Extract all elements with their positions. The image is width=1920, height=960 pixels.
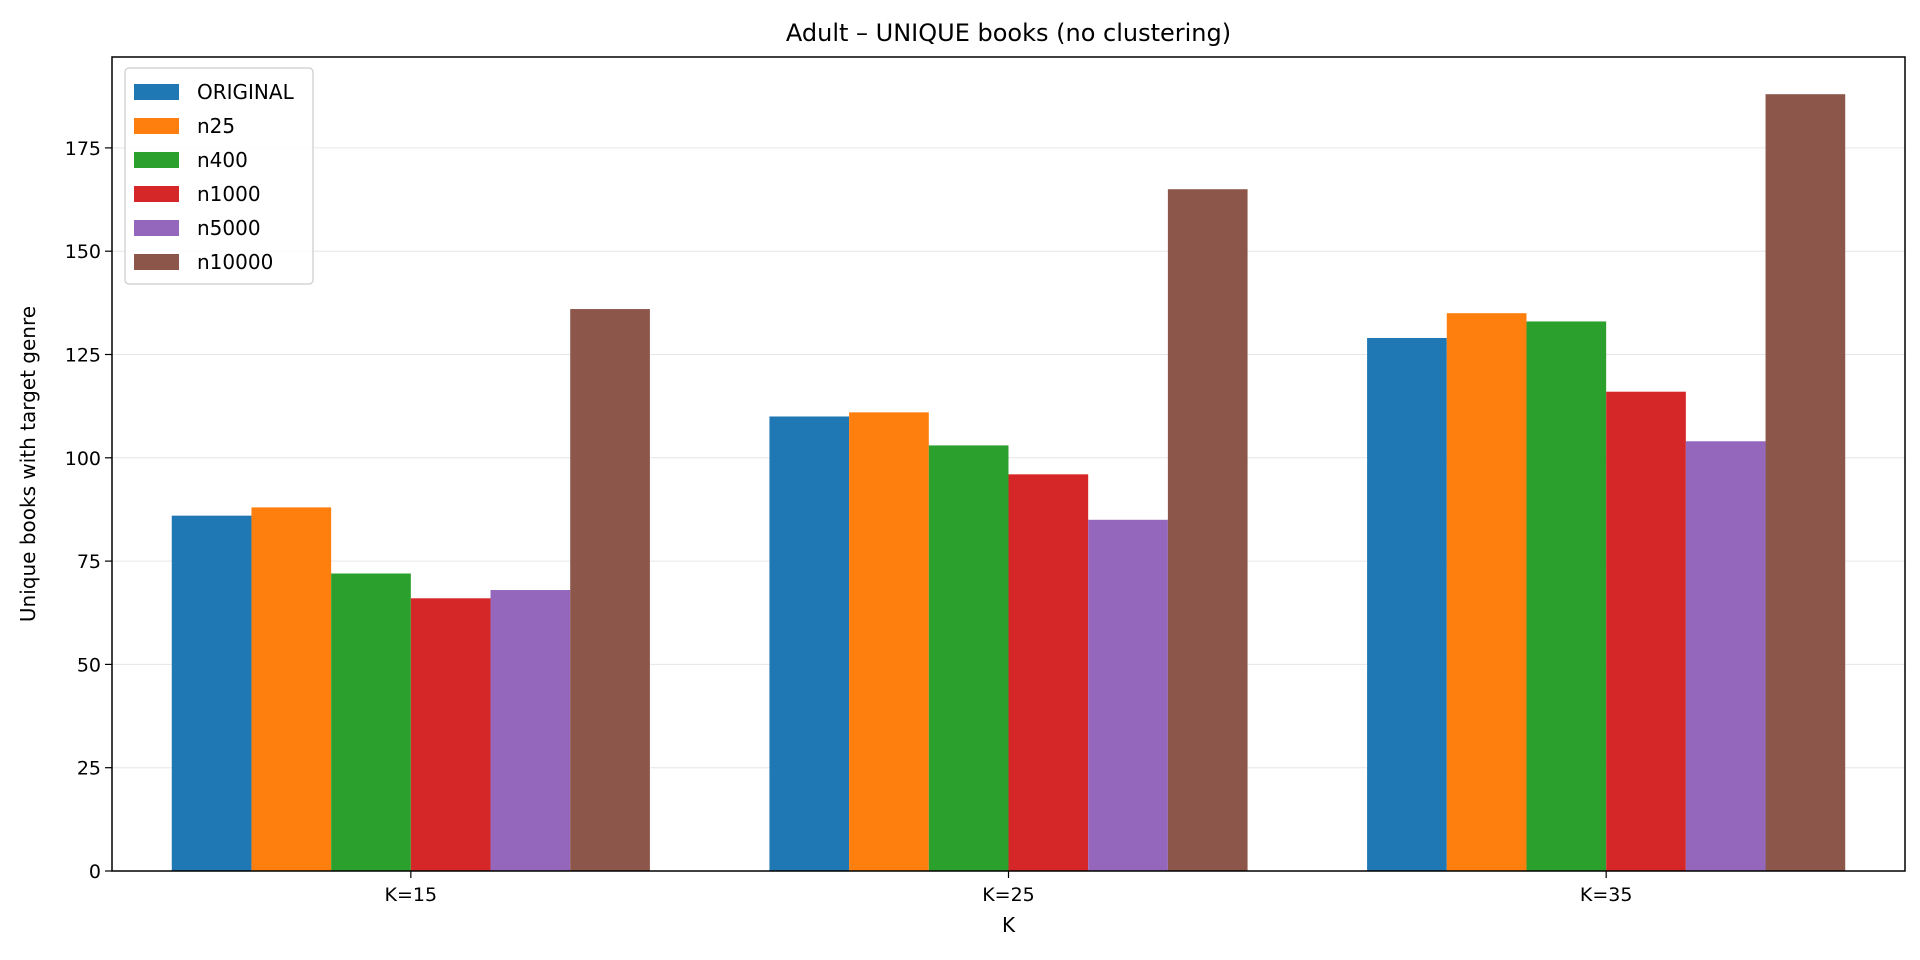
x-axis-label: K bbox=[1002, 913, 1016, 937]
legend-swatch bbox=[134, 118, 179, 134]
bar-original-k15 bbox=[171, 515, 252, 871]
y-axis: 0 25 50 75 100 125 150 175 bbox=[65, 138, 112, 883]
chart-title: Adult – UNIQUE books (no clustering) bbox=[786, 19, 1231, 47]
bar-n400-k15 bbox=[331, 573, 411, 871]
y-axis-label: Unique books with target genre bbox=[16, 306, 40, 622]
bar-n25-k15 bbox=[251, 507, 332, 871]
bar-original-k35 bbox=[1367, 337, 1447, 871]
legend-swatch bbox=[134, 152, 179, 168]
legend-label: n1000 bbox=[197, 182, 261, 206]
bar-n1000-k25 bbox=[1008, 474, 1089, 871]
bar-n5000-k25 bbox=[1088, 519, 1168, 871]
y-tick-label: 25 bbox=[77, 758, 101, 780]
legend-label: n25 bbox=[197, 114, 235, 138]
y-tick-label: 150 bbox=[65, 241, 101, 263]
legend-swatch bbox=[134, 84, 179, 100]
y-tick-label: 175 bbox=[65, 138, 101, 160]
bar-n400-k35 bbox=[1526, 321, 1607, 872]
legend-label: n10000 bbox=[197, 250, 273, 274]
x-tick-label: K=15 bbox=[385, 884, 438, 906]
x-tick-label: K=35 bbox=[1580, 884, 1633, 906]
bar-n5000-k15 bbox=[490, 590, 571, 871]
bar-n10000-k35 bbox=[1765, 94, 1846, 872]
bar-original-k25 bbox=[769, 416, 850, 871]
bar-n25-k25 bbox=[849, 412, 929, 871]
bar-n10000-k15 bbox=[570, 309, 650, 871]
x-tick-label: K=25 bbox=[982, 884, 1035, 906]
legend-label: n5000 bbox=[197, 216, 261, 240]
bar-n10000-k25 bbox=[1167, 189, 1248, 872]
legend-label: n400 bbox=[197, 148, 248, 172]
bar-n1000-k15 bbox=[410, 598, 491, 871]
x-axis: K=15 K=25 K=35 bbox=[385, 871, 1633, 906]
legend: ORIGINAL n25 n400 n1000 n5000 n10000 bbox=[124, 67, 314, 285]
y-tick-label: 100 bbox=[65, 448, 101, 470]
bar-n400-k25 bbox=[928, 445, 1009, 871]
legend-swatch bbox=[134, 186, 179, 202]
bar-n25-k35 bbox=[1446, 313, 1527, 871]
y-tick-label: 125 bbox=[65, 345, 101, 367]
legend-swatch bbox=[134, 220, 179, 236]
bars bbox=[171, 94, 1846, 872]
y-tick-label: 0 bbox=[89, 861, 101, 883]
y-tick-label: 50 bbox=[77, 654, 101, 676]
bar-n5000-k35 bbox=[1685, 441, 1766, 871]
legend-label: ORIGINAL bbox=[197, 80, 295, 104]
y-tick-label: 75 bbox=[77, 551, 101, 573]
legend-swatch bbox=[134, 254, 179, 270]
bar-n1000-k35 bbox=[1606, 391, 1686, 871]
